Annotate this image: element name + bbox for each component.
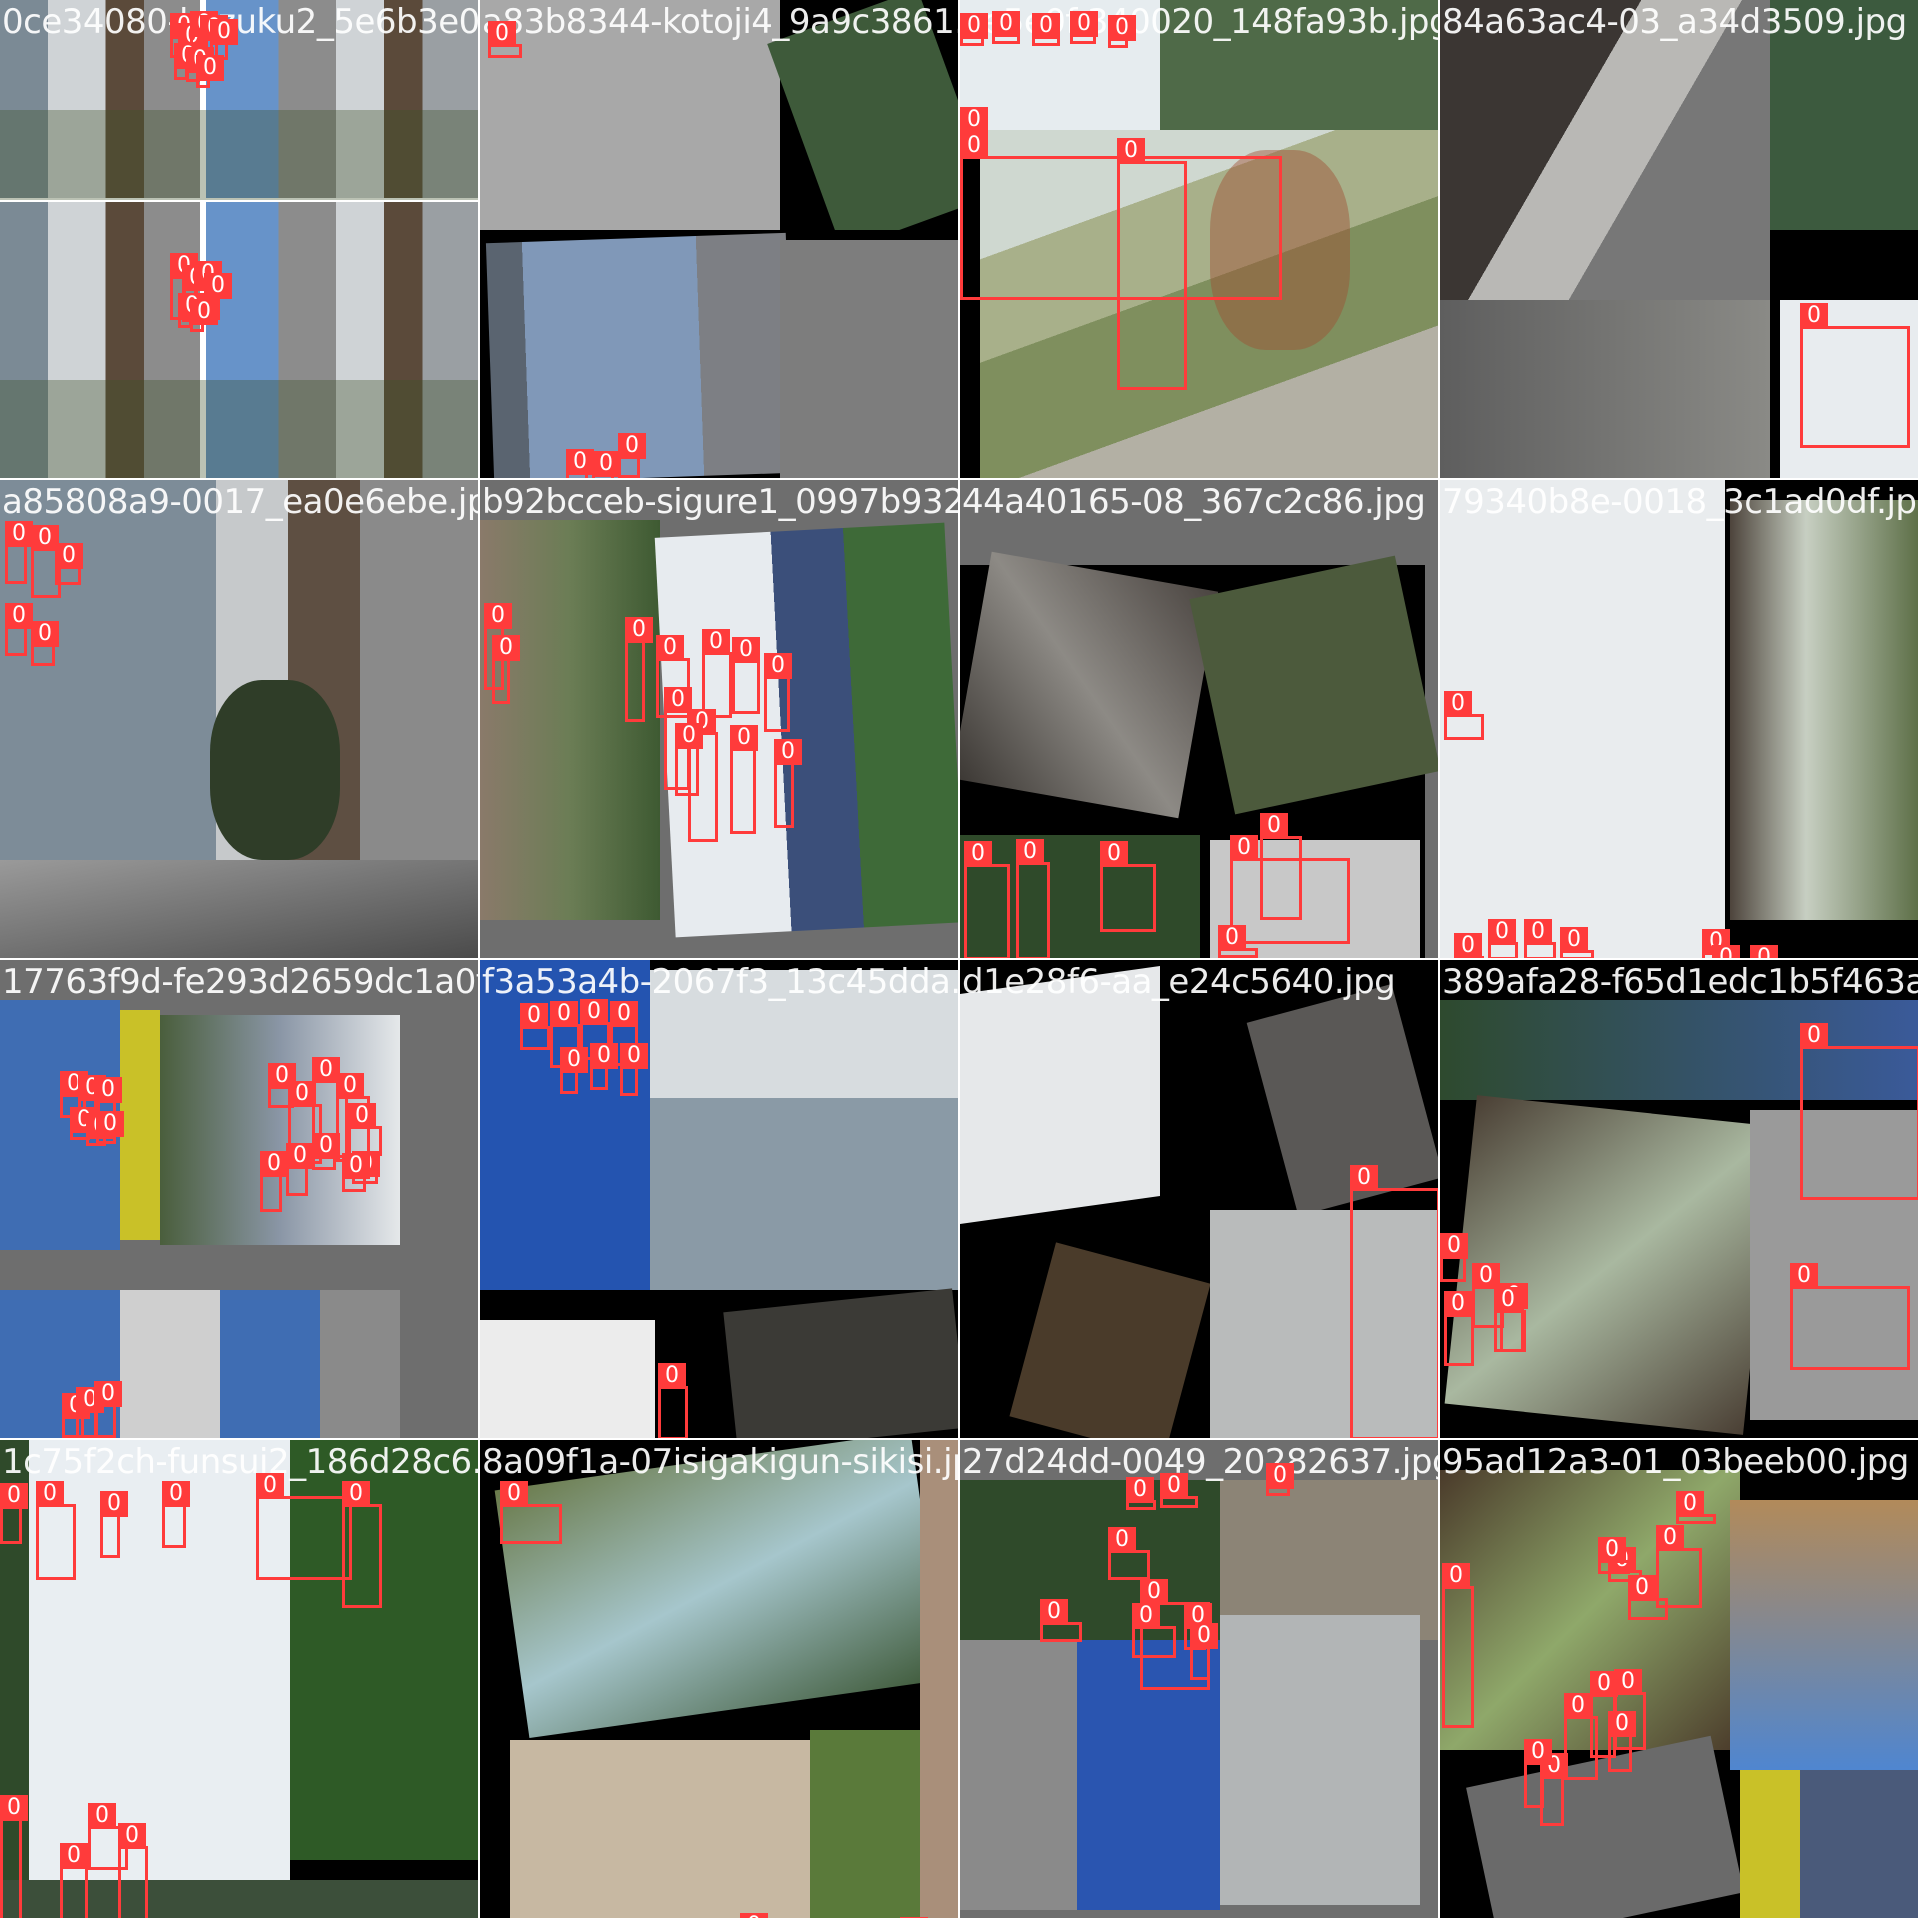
tile-filename: d1e28f6-aa_e24c5640.jpg [962,962,1396,1002]
mosaic-tile: b92bcceb-sigure1_0997b932.jpg 0000000000… [480,480,960,960]
tile-filename: 389afa28-f65d1edc1b5f463a.jpg [1442,962,1920,1002]
tile-filename: 44a40165-08_367c2c86.jpg [962,482,1426,522]
mosaic-tile: 17763f9d-fe293d2659dc1a0f.jpg 0000000000… [0,960,480,1440]
tile-filename: ae5e0f-340020_148fa93b.jpg [962,2,1440,42]
mosaic-tile: 84a63ac4-03_a34d3509.jpg 0 [1440,0,1920,480]
tile-filename: 84a63ac4-03_a34d3509.jpg [1442,2,1907,42]
mosaic-tile: 8a09f1a-07isigakigun-sikisi.jpg 00000000… [480,1440,960,1920]
tile-filename: 79340b8e-0018_3c1ad0df.jpg [1442,482,1920,522]
tile-filename: 1c75f2ch-funsui2_186d28c6.jpg [2,1442,480,1482]
tile-filename: a83b8344-kotoji4_9a9c3861.jpg [482,2,958,42]
tile-filename: 27d24dd-0049_20282637.jpg [962,1442,1440,1482]
mosaic-tile: d1e28f6-aa_e24c5640.jpg 0 [960,960,1440,1440]
tile-filename: 0ce34080-kazuku2_5e6b3e08.jpg [2,2,480,42]
mosaic-tile: 0ce34080-kazuku2_5e6b3e08.jpg 0000000000… [0,0,480,480]
tile-filename: 17763f9d-fe293d2659dc1a0f.jpg [2,962,480,1002]
tile-filename: f3a53a4b-2067f3_13c45dda.jpg [482,962,960,1002]
tile-filename: 8a09f1a-07isigakigun-sikisi.jpg [482,1442,960,1482]
tile-filename: a85808a9-0017_ea0e6ebe.jpg [2,482,480,522]
tile-filename: 95ad12a3-01_03beeb00.jpg [1442,1442,1909,1482]
tile-filename: b92bcceb-sigure1_0997b932.jpg [482,482,960,522]
